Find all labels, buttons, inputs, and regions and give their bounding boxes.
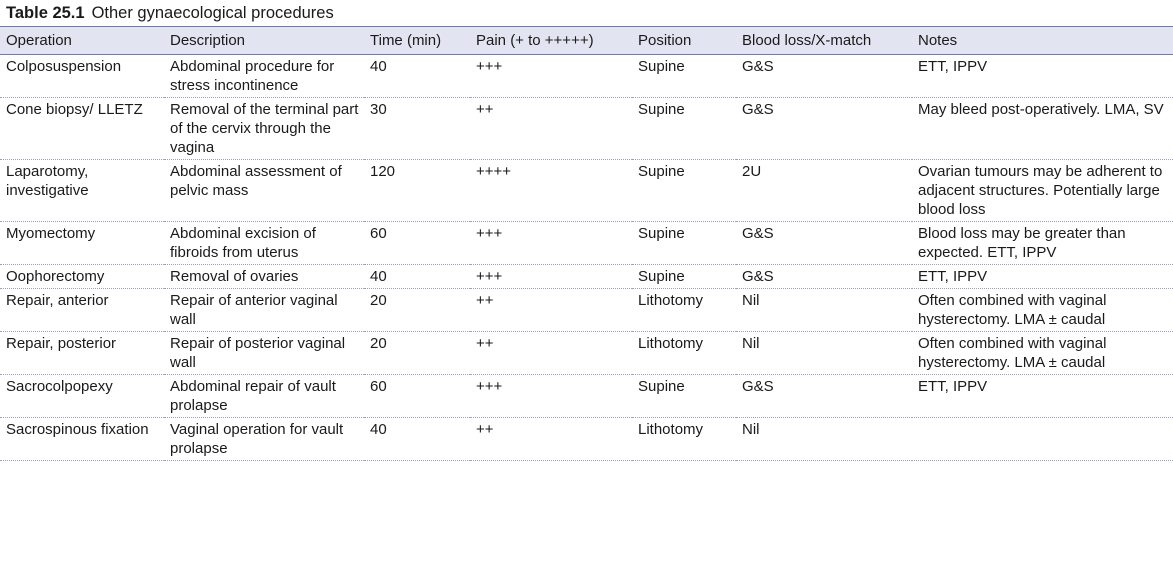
cell-time: 40 <box>364 417 470 461</box>
cell-position: Supine <box>632 54 736 98</box>
cell-blood-loss: Nil <box>736 417 912 461</box>
cell-pain: ++ <box>470 331 632 375</box>
header-row: Operation Description Time (min) Pain (+… <box>0 26 1173 55</box>
cell-notes: Often combined with vaginal hysterectomy… <box>912 331 1173 375</box>
cell-operation: Sacrospinous fixation <box>0 417 164 461</box>
table-row: Repair, anterior Repair of anterior vagi… <box>0 288 1173 332</box>
cell-blood-loss: G&S <box>736 54 912 98</box>
cell-position: Supine <box>632 374 736 418</box>
cell-notes: Often combined with vaginal hysterectomy… <box>912 288 1173 332</box>
table-row: Sacrospinous fixation Vaginal operation … <box>0 417 1173 461</box>
cell-notes: ETT, IPPV <box>912 264 1173 289</box>
cell-time: 40 <box>364 264 470 289</box>
table-row: Cone biopsy/ LLETZ Removal of the termin… <box>0 97 1173 160</box>
cell-blood-loss: G&S <box>736 221 912 265</box>
column-header-pain: Pain (+ to +++++) <box>470 26 632 55</box>
cell-description: Vaginal operation for vault prolapse <box>164 417 364 461</box>
table-row: Colposuspension Abdominal procedure for … <box>0 54 1173 98</box>
cell-blood-loss: Nil <box>736 288 912 332</box>
cell-pain: +++ <box>470 221 632 265</box>
cell-notes: Ovarian tumours may be adherent to adjac… <box>912 159 1173 222</box>
cell-position: Lithotomy <box>632 331 736 375</box>
cell-pain: ++ <box>470 97 632 160</box>
table-caption: Table 25.1 Other gynaecological procedur… <box>0 0 1173 26</box>
cell-pain: ++ <box>470 417 632 461</box>
table-row: Repair, posterior Repair of posterior va… <box>0 331 1173 375</box>
cell-position: Lithotomy <box>632 288 736 332</box>
column-header-position: Position <box>632 26 736 55</box>
cell-notes <box>912 417 1173 461</box>
column-header-description: Description <box>164 26 364 55</box>
cell-position: Supine <box>632 221 736 265</box>
cell-notes: Blood loss may be greater than expected.… <box>912 221 1173 265</box>
cell-description: Abdominal excision of fibroids from uter… <box>164 221 364 265</box>
column-header-blood-loss: Blood loss/X-match <box>736 26 912 55</box>
cell-operation: Laparotomy, investigative <box>0 159 164 222</box>
cell-time: 20 <box>364 331 470 375</box>
cell-operation: Cone biopsy/ LLETZ <box>0 97 164 160</box>
cell-blood-loss: G&S <box>736 374 912 418</box>
cell-description: Abdominal procedure for stress incontine… <box>164 54 364 98</box>
cell-position: Supine <box>632 97 736 160</box>
cell-position: Supine <box>632 264 736 289</box>
cell-operation: Sacrocolpopexy <box>0 374 164 418</box>
cell-description: Repair of anterior vaginal wall <box>164 288 364 332</box>
cell-position: Lithotomy <box>632 417 736 461</box>
cell-pain: +++ <box>470 374 632 418</box>
cell-blood-loss: G&S <box>736 264 912 289</box>
cell-pain: ++ <box>470 288 632 332</box>
column-header-operation: Operation <box>0 26 164 55</box>
cell-description: Removal of the terminal part of the cerv… <box>164 97 364 160</box>
cell-description: Repair of posterior vaginal wall <box>164 331 364 375</box>
cell-description: Abdominal assessment of pelvic mass <box>164 159 364 222</box>
cell-blood-loss: Nil <box>736 331 912 375</box>
table-row: Myomectomy Abdominal excision of fibroid… <box>0 221 1173 265</box>
table-title: Other gynaecological procedures <box>91 3 334 22</box>
cell-operation: Oophorectomy <box>0 264 164 289</box>
cell-time: 20 <box>364 288 470 332</box>
column-header-time: Time (min) <box>364 26 470 55</box>
cell-time: 60 <box>364 221 470 265</box>
table-row: Laparotomy, investigative Abdominal asse… <box>0 159 1173 222</box>
cell-pain: ++++ <box>470 159 632 222</box>
cell-operation: Colposuspension <box>0 54 164 98</box>
cell-blood-loss: G&S <box>736 97 912 160</box>
cell-time: 40 <box>364 54 470 98</box>
cell-notes: May bleed post-operatively. LMA, SV <box>912 97 1173 160</box>
cell-time: 30 <box>364 97 470 160</box>
table-row: Oophorectomy Removal of ovaries 40 +++ S… <box>0 264 1173 289</box>
cell-operation: Repair, posterior <box>0 331 164 375</box>
cell-time: 120 <box>364 159 470 222</box>
table-row: Sacrocolpopexy Abdominal repair of vault… <box>0 374 1173 418</box>
cell-blood-loss: 2U <box>736 159 912 222</box>
cell-pain: +++ <box>470 54 632 98</box>
cell-notes: ETT, IPPV <box>912 374 1173 418</box>
procedures-table: Operation Description Time (min) Pain (+… <box>0 26 1173 461</box>
cell-pain: +++ <box>470 264 632 289</box>
cell-notes: ETT, IPPV <box>912 54 1173 98</box>
cell-time: 60 <box>364 374 470 418</box>
cell-operation: Repair, anterior <box>0 288 164 332</box>
cell-operation: Myomectomy <box>0 221 164 265</box>
cell-description: Abdominal repair of vault prolapse <box>164 374 364 418</box>
table-number: Table 25.1 <box>6 3 85 22</box>
cell-description: Removal of ovaries <box>164 264 364 289</box>
column-header-notes: Notes <box>912 26 1173 55</box>
cell-position: Supine <box>632 159 736 222</box>
